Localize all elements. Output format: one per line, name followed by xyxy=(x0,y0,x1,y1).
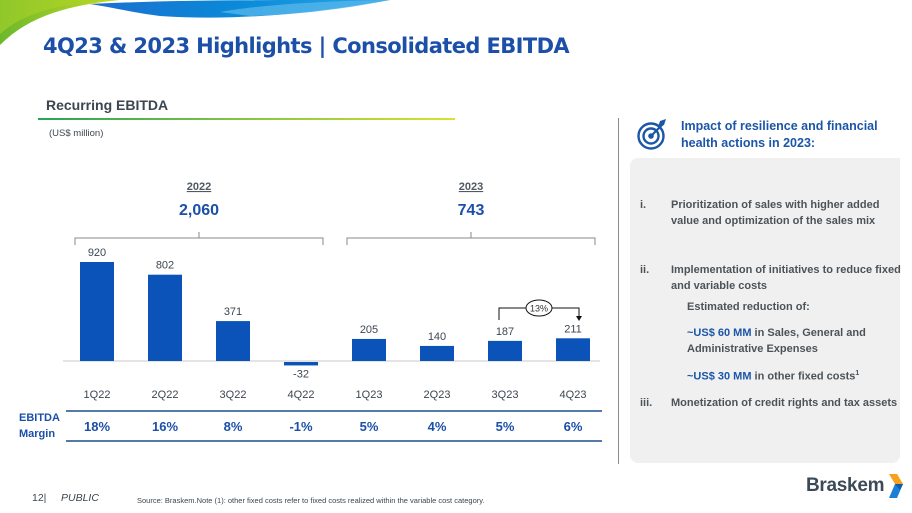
growth-arrowhead xyxy=(576,316,582,321)
reduction-item: ~US$ 60 MM in Sales, General and Adminis… xyxy=(687,325,887,357)
year-label: 2022 xyxy=(187,181,211,193)
action-item-text: Implementation of initiatives to reduce … xyxy=(671,264,901,292)
ebitda-bar-chart: 2022 2,060 2023 743 920 1Q22 802 2Q22 371 3Q22 -3… xyxy=(63,181,602,442)
bar-2Q22 xyxy=(148,274,182,361)
bar-3Q23 xyxy=(488,340,522,361)
bar-3Q22 xyxy=(216,321,250,361)
reduction-text: in other fixed costs xyxy=(751,370,856,383)
margin-value: 6% xyxy=(564,419,583,434)
category-label: 4Q23 xyxy=(560,389,587,401)
bar-value-label: 187 xyxy=(496,326,514,338)
category-label: 1Q22 xyxy=(84,389,111,401)
action-item-number: ii. xyxy=(640,264,650,276)
category-label: 1Q23 xyxy=(356,389,383,401)
category-label: 4Q22 xyxy=(288,389,315,401)
estimate-label: Estimated reduction of: xyxy=(687,301,810,313)
impact-title: Impact of resilience and financial healt… xyxy=(681,118,901,152)
source-note: Source: Braskem.Note (1): other fixed co… xyxy=(137,496,485,505)
bar-value-label: 920 xyxy=(88,247,106,259)
bar-value-label: -32 xyxy=(293,368,309,380)
category-label: 3Q23 xyxy=(492,389,519,401)
year-label: 2023 xyxy=(459,181,483,193)
margin-value: 18% xyxy=(84,419,110,434)
margin-value: 5% xyxy=(496,419,515,434)
reduction-amount: ~US$ 60 MM xyxy=(687,327,752,339)
action-item-text: Monetization of credit rights and tax as… xyxy=(671,397,898,409)
bar-value-label: 371 xyxy=(224,306,242,318)
impact-title-line1: Impact of resilience and financial xyxy=(681,119,878,133)
braskem-logo: Braskem xyxy=(806,470,905,502)
bar-4Q22 xyxy=(284,362,318,366)
target-icon xyxy=(637,119,666,150)
bar-4Q23 xyxy=(556,338,590,361)
action-item-text: Prioritization of sales with higher adde… xyxy=(671,199,880,227)
margin-value: 4% xyxy=(428,419,447,434)
action-item-number: i. xyxy=(640,199,647,211)
vertical-divider xyxy=(618,118,619,464)
bar-2Q23 xyxy=(420,345,454,361)
year-bracket xyxy=(346,232,596,245)
classification-label: PUBLIC xyxy=(61,492,99,504)
reduction-amount: ~US$ 30 MM xyxy=(687,370,752,383)
section-underline xyxy=(38,118,455,120)
bar-value-label: 802 xyxy=(156,260,174,272)
reduction-text: in Sales, General and Administrative Exp… xyxy=(687,327,866,355)
year-total: 743 xyxy=(458,202,485,219)
category-label: 2Q23 xyxy=(424,389,451,401)
bar-value-label: 140 xyxy=(428,331,446,343)
margin-value: 16% xyxy=(152,419,178,434)
logo-mark-icon xyxy=(889,474,904,498)
margin-row-label: EBITDA Margin xyxy=(19,410,60,442)
bar-1Q23 xyxy=(352,338,386,361)
action-item-number: iii. xyxy=(640,397,653,409)
footnote-marker: 1 xyxy=(855,370,860,377)
page-title: 4Q23 & 2023 Highlights | Consolidated EB… xyxy=(43,34,570,58)
growth-badge-label: 13% xyxy=(530,304,548,314)
margin-value: 8% xyxy=(224,419,243,434)
growth-badge xyxy=(525,299,553,317)
bar-value-label: 205 xyxy=(360,324,378,336)
year-bracket xyxy=(74,232,324,245)
margin-label-line2: Margin xyxy=(19,428,56,440)
impact-title-line2: health actions in 2023: xyxy=(681,136,816,150)
section-title: Recurring EBITDA xyxy=(46,97,169,113)
year-total: 2,060 xyxy=(179,202,219,219)
units-label: (US$ million) xyxy=(49,128,104,139)
margin-value: -1% xyxy=(289,419,313,434)
bar-1Q22 xyxy=(80,262,114,361)
category-label: 3Q22 xyxy=(220,389,247,401)
margin-label-line1: EBITDA xyxy=(19,412,60,424)
reduction-item: ~US$ 30 MM in other fixed costs1 xyxy=(687,366,887,385)
margin-value: 5% xyxy=(360,419,379,434)
header-wave-decoration xyxy=(0,0,390,45)
bar-value-label: 211 xyxy=(564,323,582,335)
logo-text: Braskem xyxy=(806,475,885,496)
actions-panel xyxy=(630,158,900,463)
category-label: 2Q22 xyxy=(152,389,179,401)
page-number: 12| xyxy=(32,492,47,504)
